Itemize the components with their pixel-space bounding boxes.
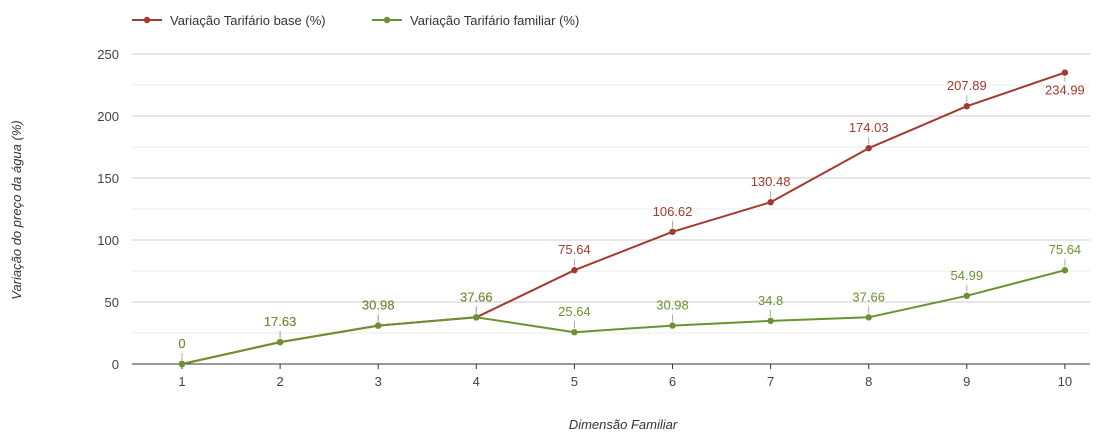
data-label-series-1: 30.98 (362, 298, 395, 313)
y-tick-label: 100 (97, 233, 119, 248)
data-label-series-1: 106.62 (653, 204, 693, 219)
data-label-series-1: 17.63 (264, 314, 297, 329)
y-tick-label: 50 (105, 295, 119, 310)
data-label-series-1: 207.89 (947, 78, 987, 93)
data-point-series-2[interactable] (276, 338, 284, 346)
y-tick-label: 250 (97, 47, 119, 62)
y-axis-title: Variação do preço da água (%) (9, 120, 24, 299)
data-label-series-1: 234.99 (1045, 83, 1085, 98)
data-point-series-2[interactable] (473, 314, 480, 321)
x-tick-label: 6 (669, 374, 676, 389)
data-label-series-2: 75.64 (1049, 242, 1082, 257)
x-tick-label: 8 (865, 374, 872, 389)
data-label-series-2: 37.66 (852, 289, 885, 304)
data-point-series-2[interactable] (767, 317, 774, 325)
data-label-series-2: 17.63 (264, 314, 297, 329)
x-tick-label: 9 (963, 374, 970, 389)
legend-item-base[interactable]: Variação Tarifário base (%) (132, 13, 326, 28)
y-tick-label: 0 (112, 357, 119, 372)
data-label-series-2: 0 (178, 336, 185, 351)
x-axis-title: Dimensão Familiar (569, 417, 678, 432)
x-tick-label: 7 (767, 374, 774, 389)
data-label-series-2: 54.99 (951, 268, 984, 283)
x-tick-label: 1 (178, 374, 185, 389)
legend-label-base: Variação Tarifário base (%) (170, 13, 326, 28)
data-label-series-1: 174.03 (849, 120, 889, 135)
data-point-series-1[interactable] (767, 199, 774, 206)
x-tick-label: 10 (1058, 374, 1072, 389)
data-label-series-1: 0 (178, 336, 185, 351)
legend-label-familiar: Variação Tarifário familiar (%) (410, 13, 579, 28)
x-tick-label: 3 (375, 374, 382, 389)
y-axis-ticks: 0 50 100 150 200 250 (97, 47, 119, 372)
x-axis-ticks: 1 2 3 4 5 6 7 8 9 10 (178, 364, 1072, 389)
y-tick-label: 200 (97, 109, 119, 124)
data-labels-layer: 0 17.63 30.98 37.66 75.64 106.62 130.48 174.03 2… (178, 76, 1085, 360)
x-tick-label: 4 (473, 374, 480, 389)
data-label-series-1: 37.66 (460, 289, 493, 304)
data-point-series-1[interactable] (963, 103, 970, 110)
data-point-series-1[interactable] (865, 145, 872, 152)
data-label-series-1: 130.48 (751, 174, 791, 189)
data-point-series-1[interactable] (571, 267, 578, 274)
data-label-series-2: 37.66 (460, 289, 493, 304)
data-point-series-2[interactable] (375, 322, 382, 329)
y-tick-label: 150 (97, 171, 119, 186)
data-point-series-2[interactable] (963, 292, 970, 300)
data-point-series-2[interactable] (865, 314, 872, 321)
x-tick-label: 5 (571, 374, 578, 389)
x-tick-label: 2 (276, 374, 283, 389)
data-point-series-2[interactable] (1061, 267, 1069, 274)
series-layer (178, 69, 1069, 368)
data-label-series-2: 30.98 (362, 298, 395, 313)
grid-lines (132, 53, 1090, 365)
data-point-series-2[interactable] (178, 360, 186, 368)
series-line-2 (181, 269, 1066, 365)
data-label-series-2: 25.64 (558, 304, 591, 319)
data-point-series-1[interactable] (669, 228, 676, 235)
data-point-series-1[interactable] (1061, 69, 1069, 76)
data-point-series-2[interactable] (669, 322, 676, 329)
data-label-series-2: 30.98 (656, 298, 689, 313)
chart-legend: Variação Tarifário base (%) Variação Tar… (132, 13, 579, 28)
data-label-series-1: 75.64 (558, 242, 591, 257)
data-point-series-2[interactable] (571, 329, 578, 336)
data-label-series-2: 34.8 (758, 293, 783, 308)
legend-item-familiar[interactable]: Variação Tarifário familiar (%) (372, 13, 579, 28)
